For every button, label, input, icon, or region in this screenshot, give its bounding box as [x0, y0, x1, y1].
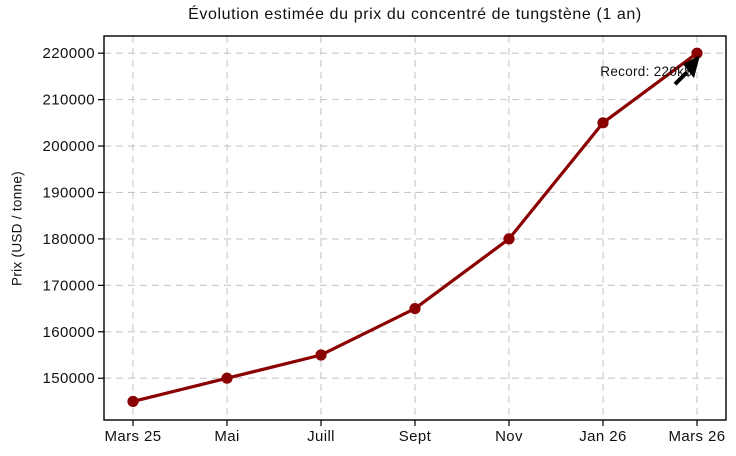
y-tick-label: 210000 [43, 92, 95, 109]
x-tick-label: Mai [214, 428, 239, 445]
x-tick-label: Mars 26 [669, 428, 726, 445]
y-tick-label: 220000 [43, 45, 95, 62]
data-point [597, 117, 609, 129]
x-tick-label: Mars 25 [105, 428, 162, 445]
y-tick-label: 190000 [43, 184, 95, 201]
x-tick-labels: Mars 25 Mai Juill Sept Nov Jan 26 Mars 26 [105, 420, 726, 445]
x-tick-label: Jan 26 [579, 428, 626, 445]
y-tick-label: 150000 [43, 370, 95, 387]
x-tick-label: Nov [495, 428, 523, 445]
data-point [503, 233, 515, 245]
y-tick-label: 170000 [43, 277, 95, 294]
annotation-arrow-icon [673, 70, 689, 86]
record-annotation: Record: 220k$ [600, 55, 700, 86]
grid [104, 36, 726, 420]
data-point [691, 47, 703, 59]
data-points [127, 47, 703, 408]
annotation-arrow-icon [683, 55, 700, 79]
x-tick-label: Juill [307, 428, 335, 445]
y-tick-label: 200000 [43, 138, 95, 155]
x-tick-label: Sept [399, 428, 432, 445]
data-point [315, 349, 327, 361]
y-tick-label: 160000 [43, 324, 95, 341]
data-point [127, 395, 139, 408]
y-tick-labels: 150000 160000 170000 180000 190000 200000 2100… [43, 45, 104, 387]
chart-title: Évolution estimée du prix du concentré d… [188, 6, 642, 23]
data-point [221, 372, 233, 384]
record-annotation-text: Record: 220k$ [600, 64, 692, 79]
y-tick-label: 180000 [43, 231, 95, 248]
data-point [409, 302, 421, 315]
